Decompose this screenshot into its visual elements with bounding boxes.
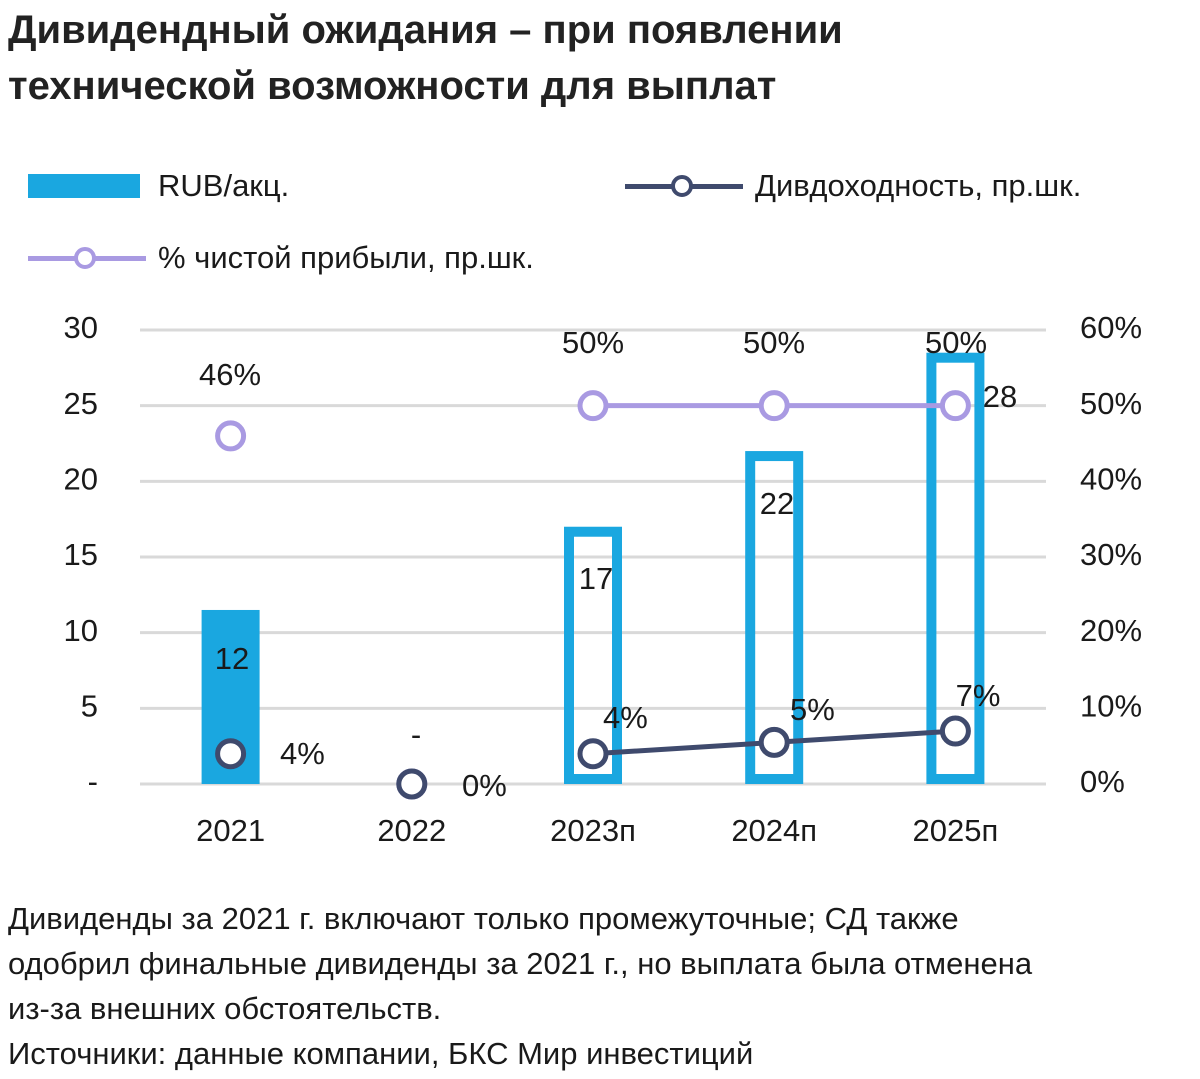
legend-label-yield: Дивдоходность, пр.шк. — [755, 168, 1082, 203]
y-right-tick-label: 40% — [1080, 462, 1142, 497]
legend-bar-swatch — [28, 174, 140, 198]
legend-label-payout: % чистой прибыли, пр.шк. — [158, 240, 534, 275]
legend-yield-swatch — [625, 174, 743, 198]
y-left-tick-label: 20 — [64, 462, 98, 497]
payout-marker — [939, 390, 971, 422]
y-left-tick-label: 10 — [64, 613, 98, 648]
payout-data-label: 50% — [925, 325, 987, 360]
y-left-tick-label: 30 — [64, 310, 98, 345]
payout-data-label: 46% — [199, 357, 261, 392]
y-left-tick-label: 15 — [64, 537, 98, 572]
bar-data-label: - — [411, 717, 421, 752]
yield-data-label: 7% — [956, 678, 1001, 713]
yield-data-label: 4% — [603, 700, 648, 735]
yield-data-label: 4% — [280, 736, 325, 771]
yield-marker — [577, 738, 609, 770]
footnote-line-1: Дивиденды за 2021 г. включают только про… — [8, 901, 959, 936]
x-tick-label: 2025п — [913, 813, 999, 848]
y-right-tick-label: 10% — [1080, 689, 1142, 724]
y-right-tick-label: 0% — [1080, 764, 1125, 799]
bar-data-label: 22 — [760, 486, 794, 521]
y-right-tick-label: 30% — [1080, 537, 1142, 572]
legend-item-bar: RUB/акц. — [28, 168, 289, 204]
bar — [745, 451, 804, 784]
bar — [926, 352, 985, 784]
bar-data-label: 17 — [579, 561, 613, 596]
payout-data-label: 50% — [743, 325, 805, 360]
y-left-tick-label: - — [88, 764, 98, 799]
payout-marker — [577, 390, 609, 422]
x-tick-label: 2021 — [196, 813, 265, 848]
chart-title: Дивидендный ожидания – при появлении тех… — [8, 2, 1188, 114]
y-left-tick-label: 25 — [64, 386, 98, 421]
y-right-tick-label: 50% — [1080, 386, 1142, 421]
legend-label-bar: RUB/акц. — [158, 168, 290, 203]
legend-item-payout: % чистой прибыли, пр.шк. — [28, 240, 534, 276]
footnote: Дивиденды за 2021 г. включают только про… — [8, 896, 1198, 1076]
footnote-line-3: из-за внешних обстоятельств. — [8, 991, 442, 1026]
y-right-tick-label: 20% — [1080, 613, 1142, 648]
bar-data-label: 28 — [983, 379, 1017, 414]
y-right-tick-label: 60% — [1080, 310, 1142, 345]
dividend-chart: - 5 10 15 20 25 30 0% 10% 20% 30% 40% 50% 60% 2021 2022… — [64, 310, 1143, 848]
payout-data-label: 50% — [562, 325, 624, 360]
footnote-line-2: одобрил финальные дивиденды за 2021 г., … — [8, 946, 1033, 981]
x-tick-label: 2022 — [377, 813, 446, 848]
yield-marker — [939, 715, 971, 747]
bar-data-label: 12 — [215, 641, 249, 676]
y-left-tick-label: 5 — [81, 689, 98, 724]
payout-marker — [215, 420, 247, 452]
chart-title-line-2: технической возможности для выплат — [8, 64, 777, 108]
yield-marker — [215, 738, 247, 770]
yield-marker — [758, 726, 790, 758]
legend-payout-swatch — [28, 246, 146, 270]
x-tick-label: 2024п — [731, 813, 817, 848]
source-note: Источники: данные компании, БКС Мир инве… — [8, 1036, 754, 1071]
x-tick-label: 2023п — [550, 813, 636, 848]
yield-marker — [396, 768, 428, 800]
payout-marker — [758, 390, 790, 422]
yield-data-label: 5% — [790, 692, 835, 727]
payout-data-label: 0% — [462, 768, 507, 803]
bar — [564, 526, 622, 784]
chart-title-line-1: Дивидендный ожидания – при появлении — [8, 8, 843, 52]
legend-item-yield: Дивдоходность, пр.шк. — [625, 168, 1081, 204]
